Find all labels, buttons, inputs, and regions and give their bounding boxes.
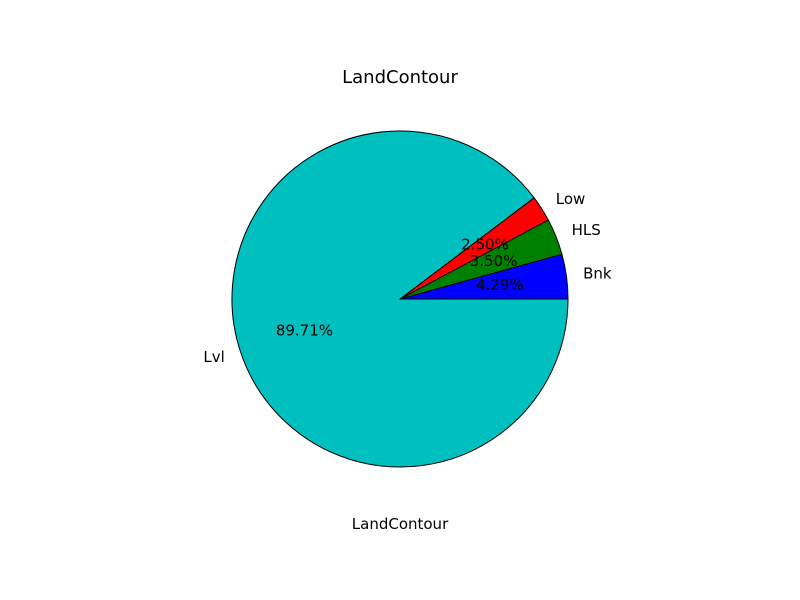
pie-labels: Bnk 4.29% HLS 3.50% Low 2.50% Lvl 89.71% — [203, 190, 612, 366]
x-axis-label: LandContour — [352, 515, 449, 533]
percent-label-hls: 3.50% — [470, 252, 518, 270]
pie-slice-lvl — [231, 130, 569, 468]
category-label-bnk: Bnk — [583, 265, 612, 283]
chart-title: LandContour — [342, 67, 458, 88]
category-label-lvl: Lvl — [203, 348, 224, 366]
percent-label-lvl: 89.71% — [276, 322, 333, 340]
category-label-hls: HLS — [572, 221, 601, 239]
percent-label-low: 2.50% — [461, 235, 509, 253]
pie-slices — [231, 130, 569, 468]
category-label-low: Low — [556, 190, 586, 208]
percent-label-bnk: 4.29% — [476, 276, 524, 294]
